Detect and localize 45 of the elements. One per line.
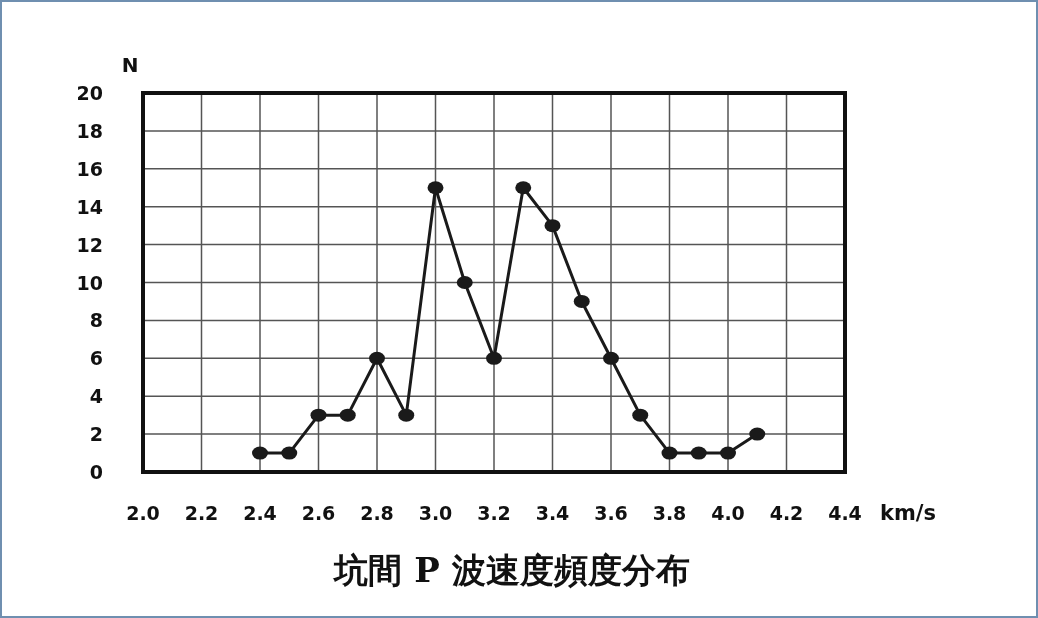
y-tick-label: 20 bbox=[76, 82, 103, 104]
y-tick-label: 4 bbox=[89, 385, 103, 408]
point bbox=[398, 408, 415, 422]
point bbox=[252, 446, 268, 460]
point bbox=[310, 408, 327, 422]
point bbox=[544, 219, 561, 233]
y-tick-label: 18 bbox=[76, 119, 103, 142]
point bbox=[427, 181, 444, 195]
y-tick-label: 0 bbox=[89, 461, 103, 483]
point bbox=[573, 294, 590, 308]
point bbox=[281, 446, 298, 460]
y-tick-label: 10 bbox=[76, 271, 103, 294]
y-tick-label: 14 bbox=[76, 195, 103, 218]
text: 坑間 P 波速度頻度分布 bbox=[332, 550, 690, 590]
x-tick-label: 3.4 bbox=[535, 502, 570, 524]
point bbox=[515, 181, 532, 195]
point bbox=[690, 446, 707, 460]
point bbox=[339, 408, 356, 422]
point bbox=[661, 446, 678, 460]
point bbox=[603, 351, 619, 365]
x-tick-label: 4.0 bbox=[711, 502, 745, 524]
x-tick-label: 4.4 bbox=[828, 502, 862, 524]
x-tick-label: 2.6 bbox=[301, 502, 336, 524]
point bbox=[720, 446, 736, 460]
y-tick-label: 16 bbox=[76, 157, 103, 180]
x-tick-label: 3.2 bbox=[477, 502, 511, 524]
point bbox=[369, 351, 385, 365]
x-tick-label: 2.4 bbox=[243, 502, 277, 524]
point bbox=[632, 408, 649, 422]
x-tick-label: 2.0 bbox=[126, 502, 160, 524]
x-tick-label: 2.2 bbox=[184, 502, 219, 524]
point bbox=[486, 351, 502, 365]
y-tick-label: 12 bbox=[76, 233, 103, 256]
x-tick-label: 3.8 bbox=[652, 502, 687, 524]
point bbox=[456, 276, 473, 289]
y-tick-label: 8 bbox=[89, 309, 103, 332]
y-tick-label: 2 bbox=[89, 423, 103, 446]
y-tick-label: 6 bbox=[89, 347, 103, 370]
point bbox=[749, 427, 766, 441]
y-axis-title: N bbox=[121, 53, 139, 77]
x-tick-label: 4.2 bbox=[769, 502, 804, 524]
x-axis-title: km/s bbox=[880, 501, 937, 525]
x-tick-label: 2.8 bbox=[360, 502, 394, 524]
x-tick-label: 3.0 bbox=[418, 502, 453, 524]
x-tick-label: 3.6 bbox=[594, 502, 628, 524]
